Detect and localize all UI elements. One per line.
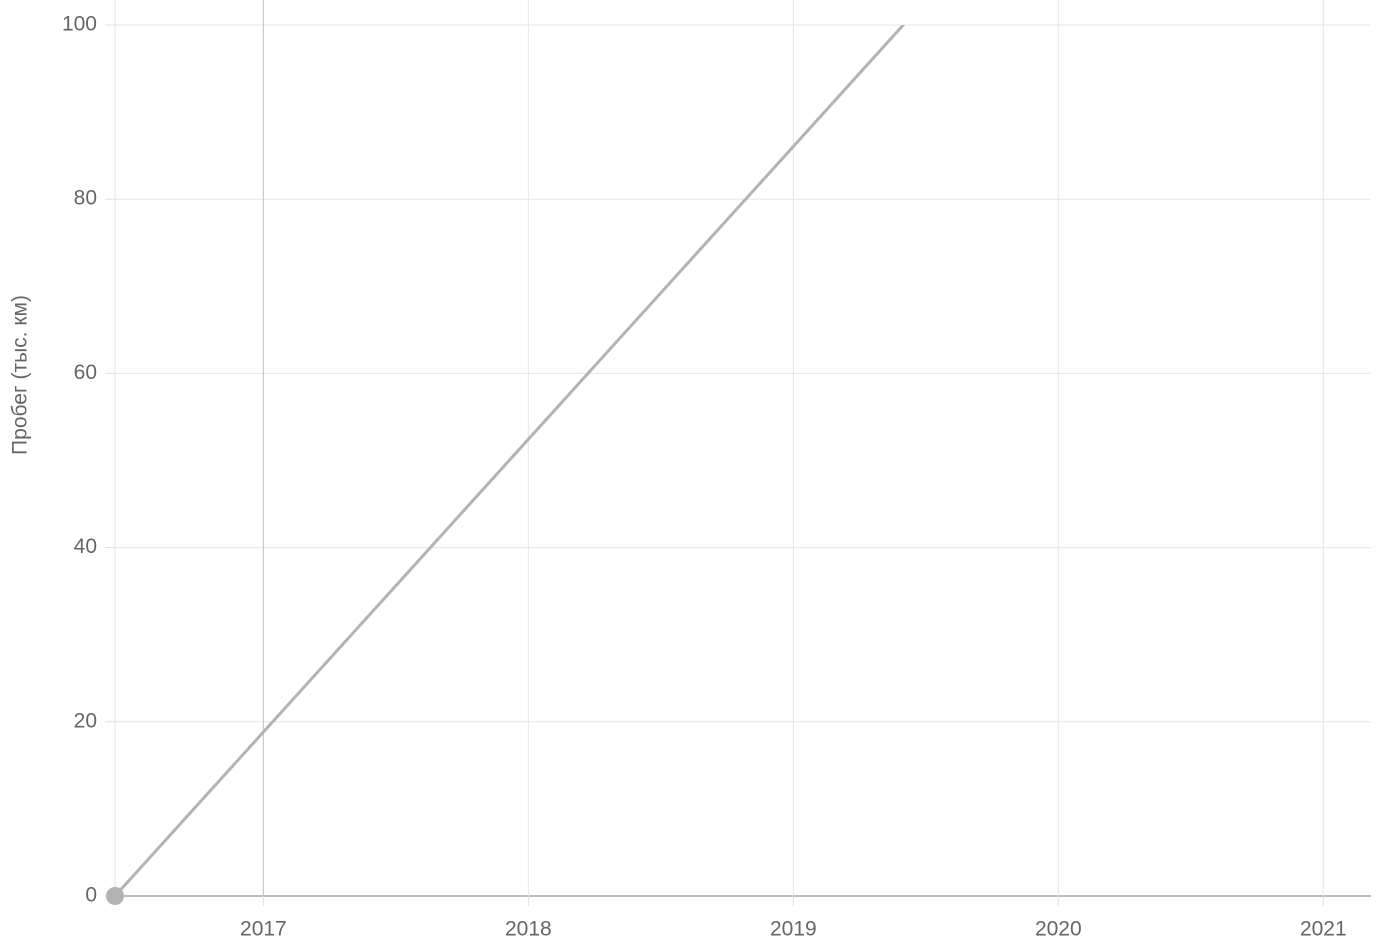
y-tick-label: 0 (85, 884, 97, 907)
x-tick-label: 2018 (505, 918, 552, 941)
point (106, 887, 124, 905)
y-tick-label: 60 (74, 361, 97, 384)
y-tick-label: 20 (74, 709, 97, 732)
y-tick-label: 40 (74, 535, 97, 558)
plot-area (106, 25, 906, 905)
x-tick-label: 2019 (770, 918, 817, 941)
x-tick-label: 2020 (1035, 918, 1082, 941)
series-line (113, 25, 906, 898)
y-axis-title: Пробег (тыс. км) (9, 295, 32, 455)
x-tick-label: 2017 (240, 918, 287, 941)
y-tick-label: 80 (74, 187, 97, 210)
y-tick-label: 100 (62, 13, 97, 36)
x-tick-label: 2021 (1300, 918, 1347, 941)
